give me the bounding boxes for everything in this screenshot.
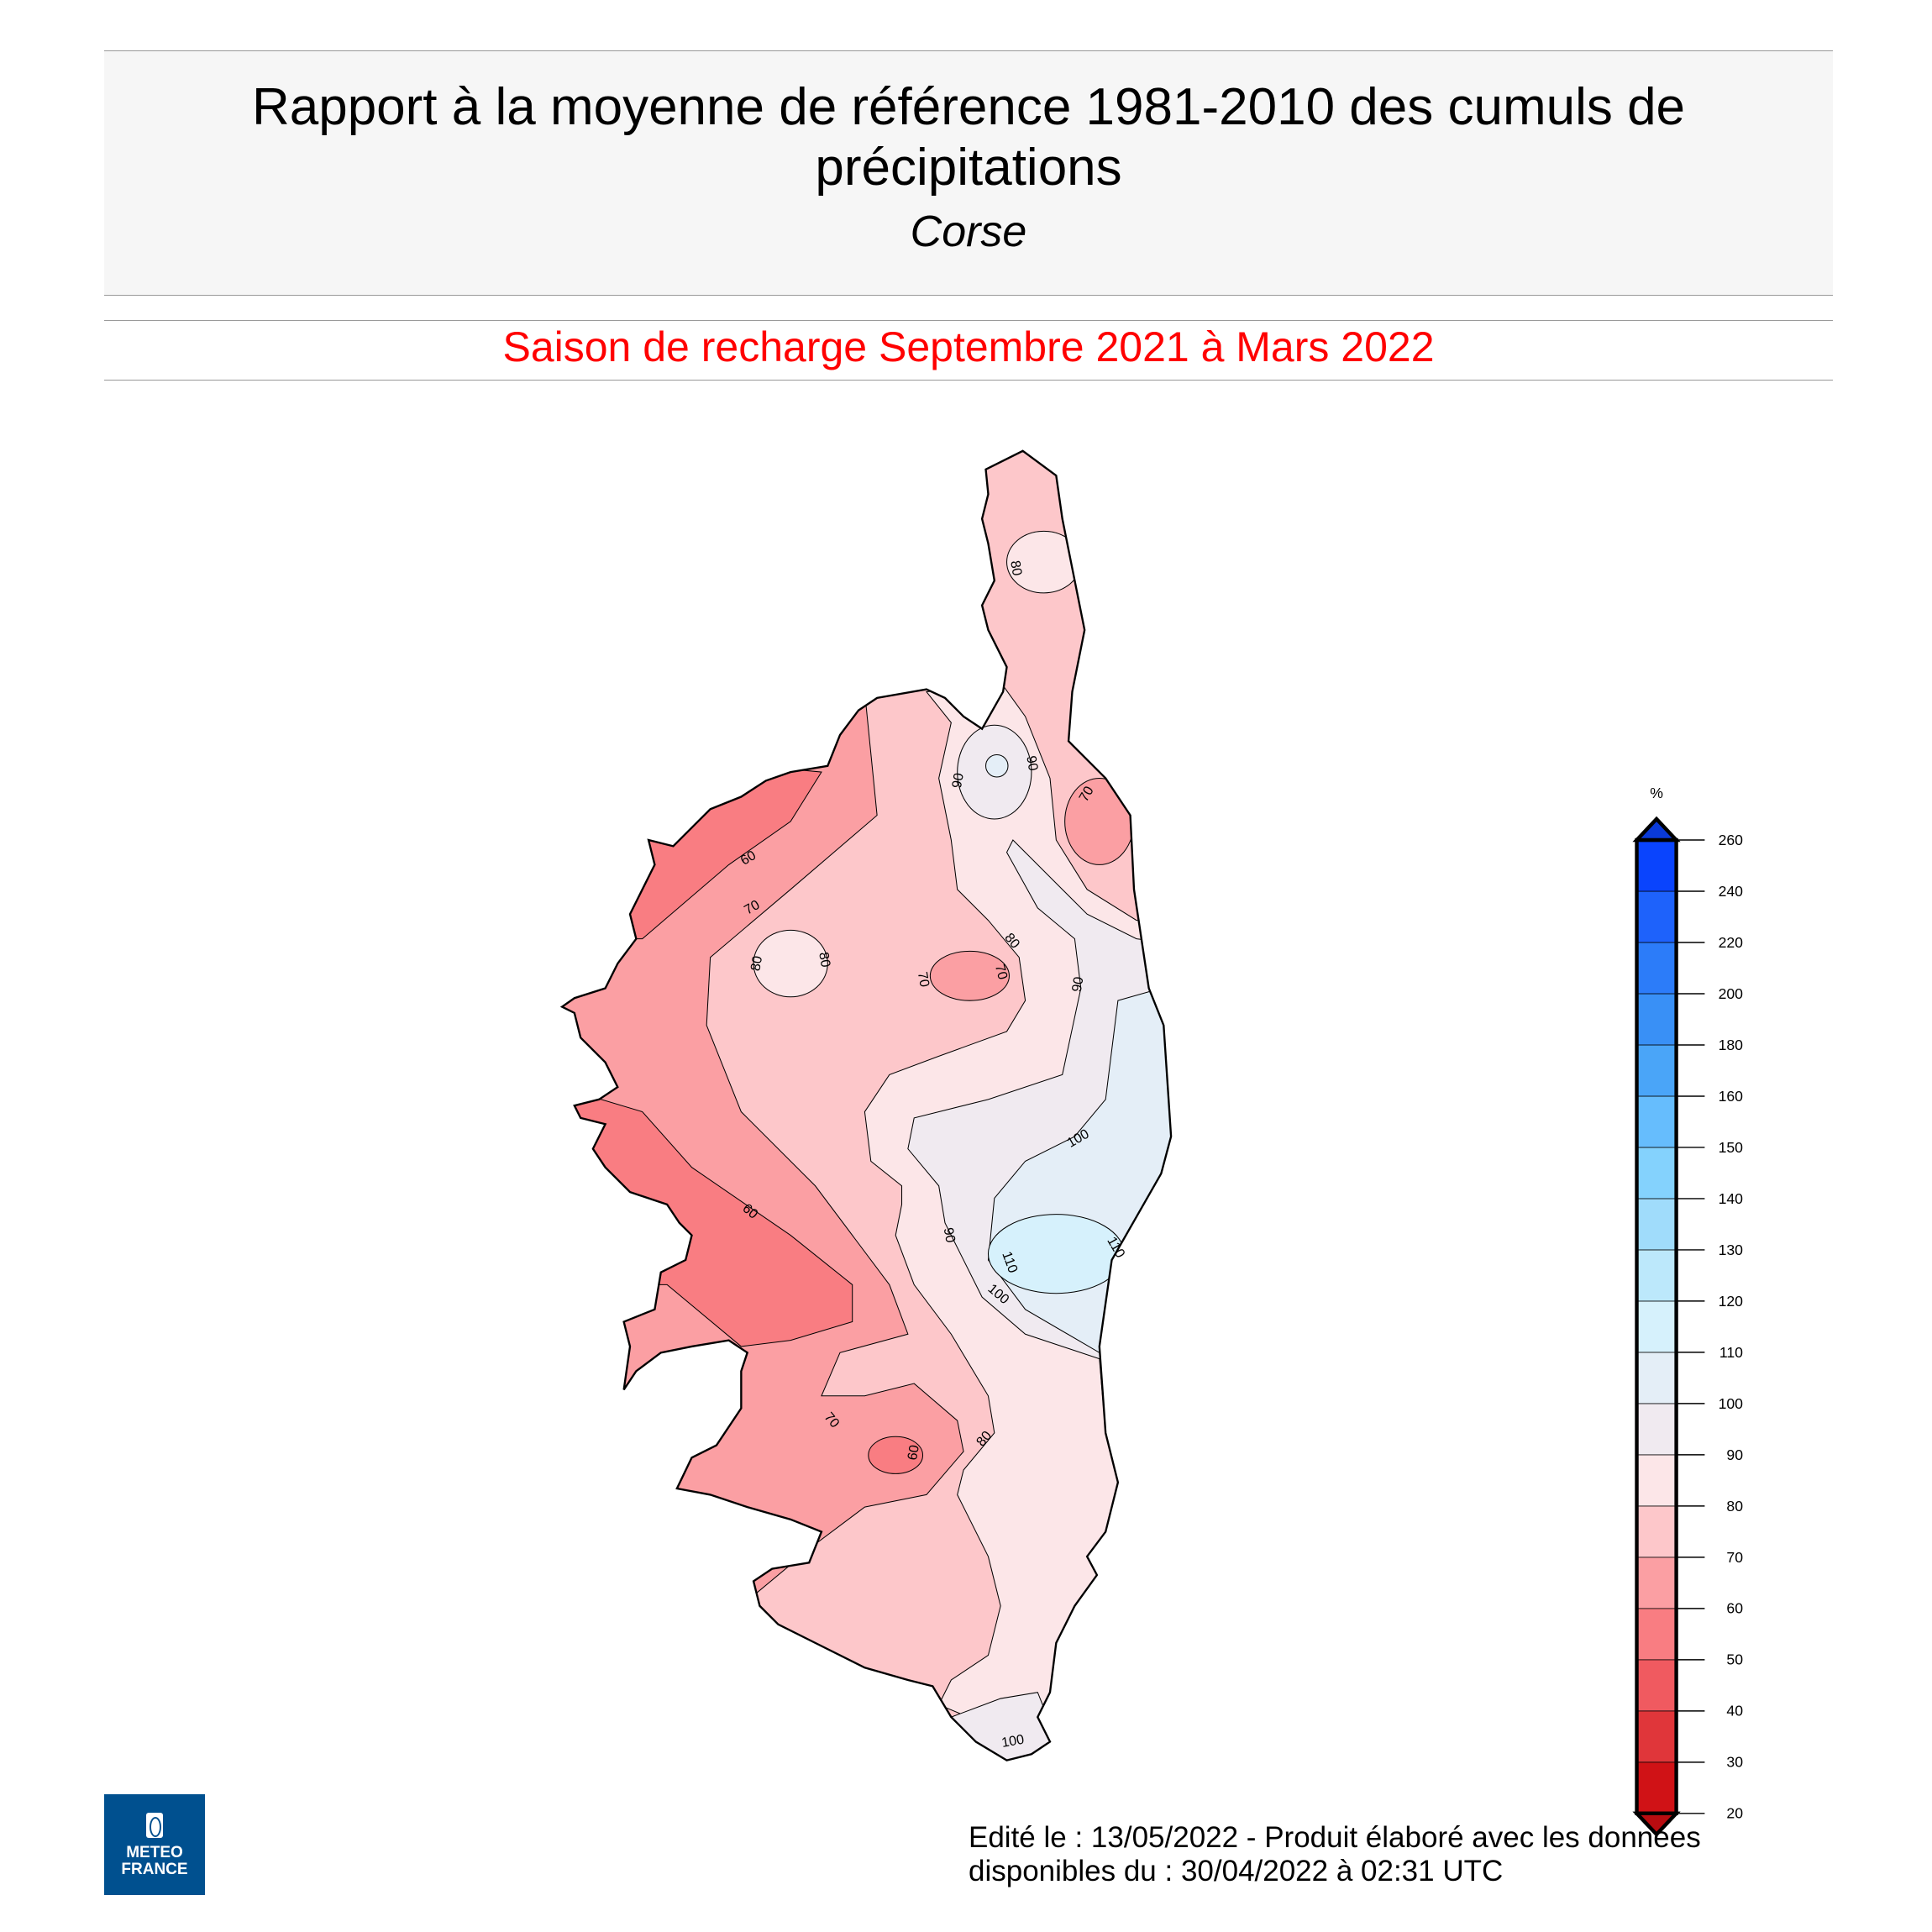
legend-swatch: [1636, 1198, 1677, 1251]
legend-swatch: [1636, 1454, 1677, 1507]
zone-60-70: [929, 950, 1010, 1001]
corsica-coastline: [559, 449, 1173, 1761]
legend-tick-label: 120: [1719, 1293, 1744, 1310]
map-title-line1: Rapport à la moyenne de référence 1981-2…: [251, 78, 1686, 136]
legend-tick-label: 80: [1726, 1498, 1743, 1515]
contour-label: 100: [1000, 1732, 1026, 1751]
legend-swatch: [1636, 1761, 1677, 1814]
legend-tick-label: 50: [1726, 1651, 1743, 1668]
legend-swatch: [1636, 1249, 1677, 1302]
contour-label: 80: [748, 955, 765, 973]
legend-tick-label: 200: [1719, 985, 1744, 1002]
legend-tick-label: 40: [1726, 1703, 1743, 1719]
contour-label: 70: [992, 963, 1011, 981]
contour-label: 80: [816, 951, 833, 969]
subtitle-panel: [104, 320, 1833, 381]
legend-tick-label: 150: [1719, 1139, 1744, 1156]
logo-icon: [146, 1813, 163, 1838]
legend-swatch: [1636, 1300, 1677, 1353]
legend-swatch: [1636, 942, 1677, 995]
legend-tick-label: 260: [1719, 832, 1744, 848]
legend-tick-label: 100: [1719, 1395, 1744, 1412]
legend-tick-label: 30: [1726, 1754, 1743, 1771]
legend-tick-label: 240: [1719, 883, 1744, 900]
legend-tick-label: 60: [1726, 1600, 1743, 1617]
legend-swatch: [1636, 1352, 1677, 1404]
zone-50-60: [868, 1436, 924, 1474]
map-title-line2: précipitations: [815, 139, 1122, 197]
logo-text-1: METEO: [126, 1844, 183, 1861]
contour-label: 70: [915, 971, 932, 989]
contour-label: 90: [1023, 754, 1041, 772]
legend-swatch: [1636, 1505, 1677, 1558]
legend-tick-label: 70: [1726, 1549, 1743, 1566]
legend-swatch: [1636, 1403, 1677, 1456]
zone-80-90: [753, 929, 828, 998]
contour-label: 90: [941, 1226, 958, 1244]
footer-line1: Edité le : 13/05/2022 - Produit élaboré …: [969, 1821, 1701, 1854]
legend-tick-label: 90: [1726, 1446, 1743, 1463]
legend-high-arrow: [1632, 816, 1681, 843]
zone-100-110: [985, 754, 1009, 778]
legend-unit: %: [1650, 785, 1663, 801]
footer-line2: disponibles du : 30/04/2022 à 02:31 UTC: [969, 1855, 1504, 1887]
legend-tick-label: 140: [1719, 1190, 1744, 1207]
legend-low-arrow: [1632, 1811, 1681, 1838]
legend-tick-label: 20: [1726, 1805, 1743, 1822]
zone-60-70: [1064, 777, 1135, 865]
title-panel: [104, 50, 1833, 296]
legend-swatch: [1636, 1147, 1677, 1200]
contour-label: 80: [1007, 559, 1025, 577]
legend-swatch: [1636, 1710, 1677, 1763]
legend-tick-label: 160: [1719, 1088, 1744, 1105]
legend-tick-label: 110: [1719, 1344, 1743, 1361]
legend-swatch: [1636, 1095, 1677, 1148]
legend-tick-label: 180: [1719, 1037, 1744, 1053]
legend-tick-label: 220: [1719, 934, 1744, 951]
contour-label: 90: [1069, 976, 1087, 994]
legend-swatch: [1636, 1608, 1677, 1661]
footer-note: Edité le : 13/05/2022 - Produit élaboré …: [969, 1821, 1701, 1888]
legend-swatch: [1636, 1659, 1677, 1712]
legend-swatch: [1636, 1557, 1677, 1609]
legend-swatch: [1636, 993, 1677, 1046]
contour-label: 90: [949, 772, 967, 790]
legend-swatch: [1636, 1044, 1677, 1097]
region-name: Corse: [910, 207, 1027, 256]
legend-swatch: [1636, 839, 1677, 892]
logo-text-2: FRANCE: [121, 1861, 188, 1878]
legend-swatch: [1636, 890, 1677, 943]
meteo-france-logo: METEO FRANCE: [104, 1794, 205, 1895]
period-subtitle: Saison de recharge Septembre 2021 à Mars…: [502, 323, 1435, 370]
contour-label: 60: [905, 1444, 922, 1462]
color-legend: 20 30 40 50 60 70 80 90 100 110 120 130 140 150 160 180…: [1632, 785, 1744, 1838]
legend-tick-label: 130: [1719, 1242, 1744, 1258]
